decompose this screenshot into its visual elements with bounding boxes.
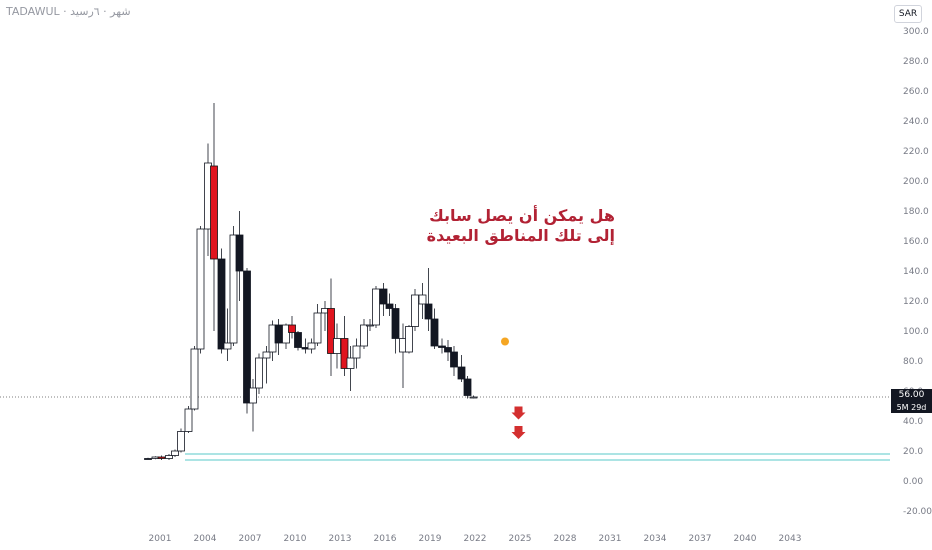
y-tick-label: 220.0 [903,147,929,157]
symbol-header: TADAWUL · شهر · ٦رسيد [6,5,131,18]
y-tick-label: 120.0 [903,297,929,307]
x-tick-label: 2025 [509,534,532,544]
x-tick-label: 2001 [149,534,172,544]
x-tick-label: 2007 [239,534,262,544]
candle-body [327,308,335,354]
y-tick-label: 80.0 [903,357,923,367]
y-tick-label: -20.00 [903,507,932,517]
candle-body [372,288,380,326]
candle-body [430,318,439,347]
x-tick-label: 2013 [329,534,352,544]
candle-body [262,351,271,359]
y-tick-label: 200.0 [903,177,929,187]
candle-body [184,408,193,432]
candle-body [229,234,238,344]
candle-body [288,324,296,333]
candle-body [313,312,322,344]
candle-body [469,396,478,399]
candle-body [463,378,472,396]
candle-body [249,387,257,404]
candle-body [352,345,361,359]
candle-body [243,270,251,404]
candle-body [333,338,341,354]
chart-annotation: هل يمكن أن يصل سابك إلى تلك المناطق البع… [400,206,615,246]
candle-body [165,455,173,459]
candle-body [391,308,400,339]
y-tick-label: 20.0 [903,447,923,457]
candle-body [418,294,427,305]
y-tick-label: 300.0 [903,27,929,37]
currency-button[interactable]: SAR [894,5,922,23]
x-tick-label: 2010 [284,534,307,544]
bar-countdown-label: 5M 29d [891,402,932,413]
candle-body [157,456,166,459]
down-arrow-icon [511,406,526,420]
candle-body [450,351,458,368]
candle-body [210,165,218,260]
candle-body [144,458,152,460]
candle-body [379,288,388,305]
candle-body [405,326,413,353]
candle-body [255,357,263,389]
candle-body [307,342,316,350]
candle-body [294,332,302,348]
y-tick-label: 100.0 [903,327,929,337]
last-price-label: 56.00 [891,389,932,402]
annotation-line-2: إلى تلك المناطق البعيدة [426,226,615,245]
x-tick-label: 2004 [194,534,217,544]
candle-body [217,258,226,350]
candle-body [444,347,452,353]
x-tick-label: 2040 [734,534,757,544]
candle-body [177,431,185,452]
candle-body [438,345,446,348]
candle-body [282,324,290,344]
x-tick-label: 2016 [374,534,397,544]
candle-body [360,324,368,347]
candle-body [366,324,374,327]
candle-body [223,342,232,350]
y-tick-label: 240.0 [903,117,929,127]
y-tick-label: 160.0 [903,237,929,247]
x-tick-label: 2031 [599,534,622,544]
x-tick-label: 2043 [779,534,802,544]
y-tick-label: 260.0 [903,87,929,97]
candle-body [340,338,349,369]
event-marker [501,337,509,346]
x-tick-label: 2037 [689,534,712,544]
candle-body [346,357,355,369]
candle-body [457,366,466,380]
candle-body [385,303,394,309]
x-tick-label: 2022 [464,534,487,544]
y-tick-label: 180.0 [903,207,929,217]
x-tick-label: 2028 [554,534,577,544]
y-tick-label: 140.0 [903,267,929,277]
candle-body [171,450,179,456]
y-tick-label: 280.0 [903,57,929,67]
candle-body [274,324,283,344]
candle-body [424,303,433,320]
x-tick-label: 2019 [419,534,442,544]
x-tick-label: 2034 [644,534,667,544]
candle-body [235,234,244,272]
candle-body [196,228,205,350]
y-tick-label: 40.0 [903,417,923,427]
y-tick-label: 0.00 [903,477,923,487]
down-arrow-icon [511,426,526,439]
candle-body [411,294,419,327]
candle-body [190,348,199,410]
annotation-line-1: هل يمكن أن يصل سابك [429,206,615,225]
